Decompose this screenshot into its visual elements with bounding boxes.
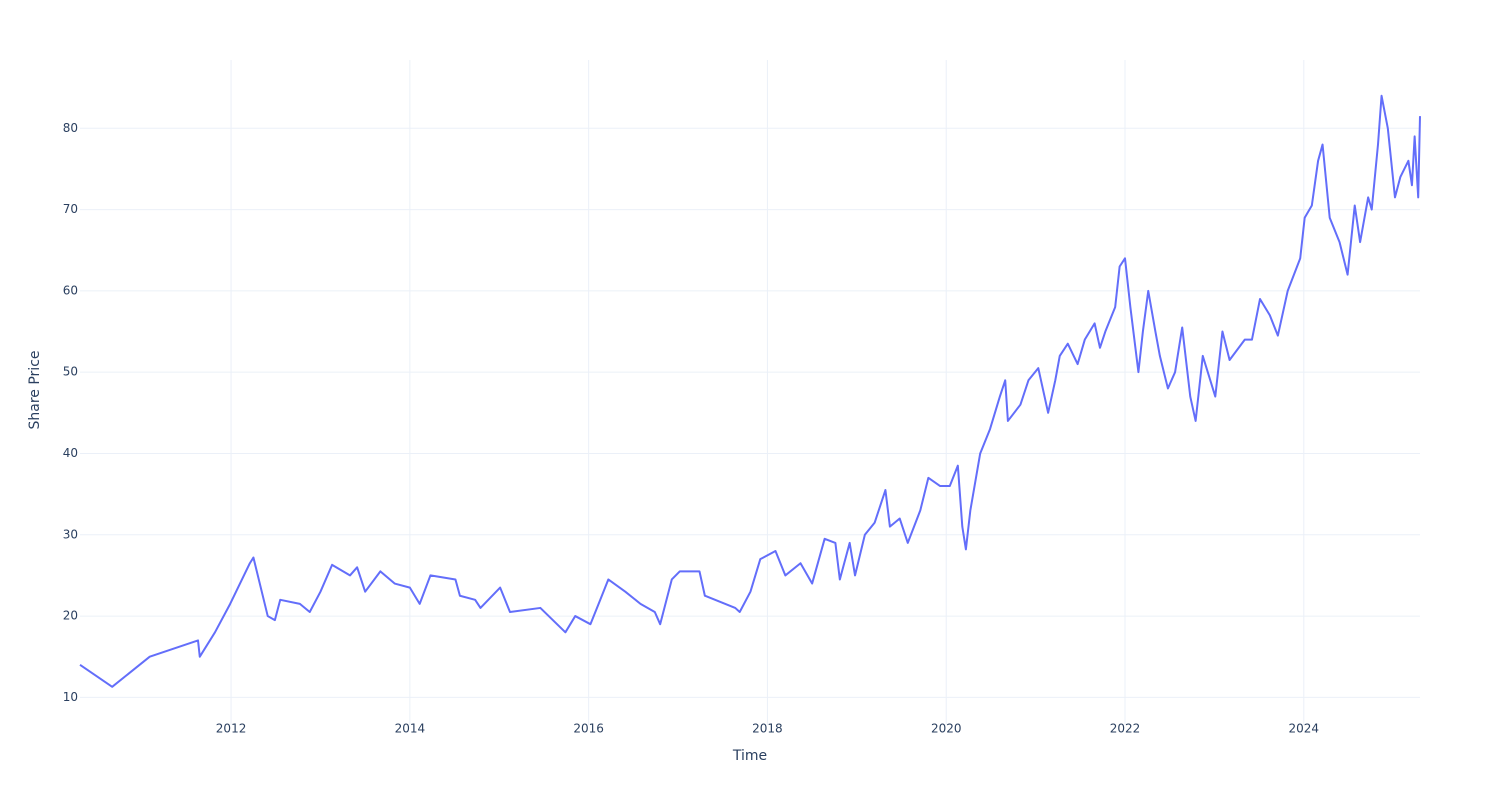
y-tick-label: 70	[63, 202, 78, 216]
x-tick-label: 2024	[1289, 722, 1320, 736]
y-tick-label: 30	[63, 527, 78, 541]
x-tick-label: 2018	[752, 722, 783, 736]
price-line	[79, 94, 1421, 688]
y-tick-label: 20	[63, 609, 78, 623]
y-tick-label: 60	[63, 283, 78, 297]
x-tick-label: 2014	[395, 722, 426, 736]
x-tick-label: 2012	[216, 722, 247, 736]
x-tick-label: 2022	[1110, 722, 1141, 736]
y-tick-label: 50	[63, 365, 78, 379]
y-tick-label: 80	[63, 121, 78, 135]
x-axis-title: Time	[732, 748, 767, 764]
x-tick-label: 2020	[931, 722, 962, 736]
y-tick-label: 40	[63, 446, 78, 460]
y-axis-title: Share Price	[27, 350, 43, 429]
y-tick-label: 10	[63, 690, 78, 704]
x-tick-label: 2016	[573, 722, 604, 736]
